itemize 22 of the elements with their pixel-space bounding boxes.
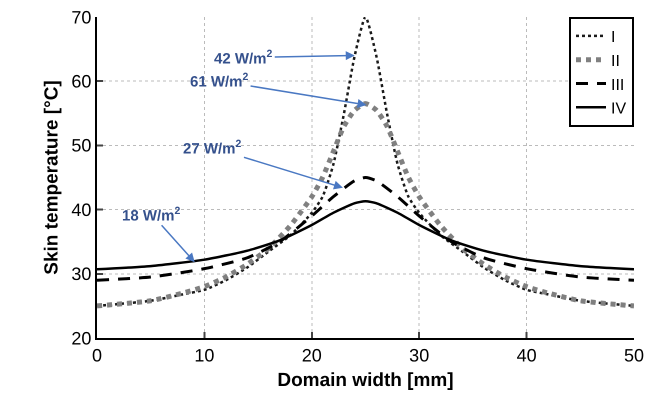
annotation: 42 W/m$^{2}$ bbox=[214, 48, 273, 68]
y-axis-title: Skin temperature [°C] bbox=[42, 80, 63, 275]
x-tick-label: 20 bbox=[302, 346, 322, 366]
annotation: 27 W/m$^{2}$ bbox=[183, 138, 242, 158]
y-tick-label: 70 bbox=[71, 7, 92, 28]
legend-label: III bbox=[611, 76, 624, 94]
y-tick-label: 50 bbox=[71, 136, 92, 156]
annotation: 18 W/m$^{2}$ bbox=[122, 205, 181, 224]
legend-label: II bbox=[611, 52, 620, 70]
y-tick-label: 20 bbox=[71, 328, 92, 348]
y-tick-label: 30 bbox=[71, 264, 92, 284]
y-tick-label: 60 bbox=[71, 72, 92, 92]
x-tick-label: 50 bbox=[624, 346, 644, 366]
legend-label: I bbox=[611, 29, 616, 46]
x-tick-label: 30 bbox=[409, 346, 430, 366]
x-axis-title: Domain width [mm] bbox=[277, 370, 454, 391]
x-tick-label: 0 bbox=[92, 346, 102, 366]
annotation: 61 W/m$^{2}$ bbox=[190, 71, 249, 90]
y-tick-label: 40 bbox=[71, 200, 92, 220]
legend-label: IV bbox=[611, 100, 626, 118]
x-tick-label: 40 bbox=[516, 346, 537, 366]
x-tick-label: 10 bbox=[194, 346, 214, 366]
